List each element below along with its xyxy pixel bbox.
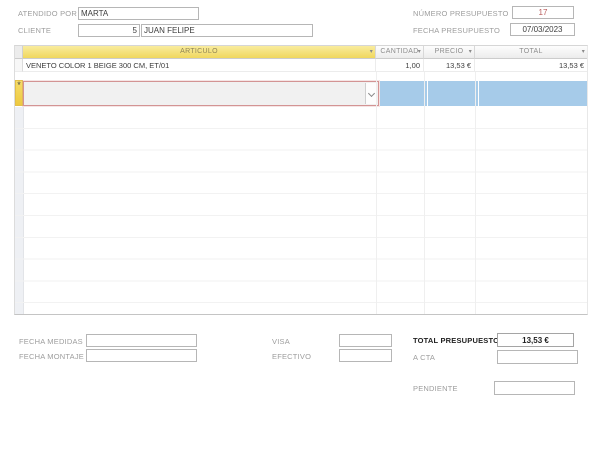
column-divider (475, 72, 476, 314)
efectivo-label: EFECTIVO (272, 352, 312, 361)
total-presupuesto-label: TOTAL PRESUPUESTO (413, 336, 500, 345)
column-divider (424, 72, 425, 314)
chevron-down-icon (367, 89, 376, 98)
cliente-label: CLIENTE (18, 26, 52, 35)
column-header-cantidad-label: CANTIDAD (380, 48, 419, 55)
fecha-montaje-label: FECHA MONTAJE (19, 352, 84, 361)
a-cta-input[interactable] (497, 350, 578, 364)
column-header-precio[interactable]: PRECIO ▾ (424, 46, 475, 59)
cell-cantidad[interactable]: 1,00 (376, 59, 424, 72)
column-header-cantidad[interactable]: CANTIDAD ▾ (376, 46, 424, 59)
dropdown-arrow-icon[interactable]: ▾ (417, 49, 421, 55)
numero-presupuesto-input[interactable] (512, 6, 574, 19)
fecha-presupuesto-label: FECHA PRESUPUESTO (413, 26, 501, 35)
fecha-montaje-input[interactable] (86, 349, 197, 362)
new-record-marker: * (17, 80, 21, 90)
combo-dropdown-button[interactable] (365, 83, 377, 104)
new-cell-total[interactable] (479, 81, 587, 106)
fecha-presupuesto-input[interactable] (510, 23, 575, 36)
efectivo-input[interactable] (339, 349, 392, 362)
atendido-por-input[interactable] (78, 7, 199, 20)
record-selector-header (15, 46, 23, 59)
a-cta-label: A CTA (413, 353, 436, 362)
new-record-selector[interactable]: * (15, 80, 23, 106)
pendiente-input[interactable] (494, 381, 575, 395)
cliente-id-input[interactable] (78, 24, 140, 37)
column-divider (376, 72, 377, 314)
record-selector[interactable] (15, 59, 23, 72)
visa-label: VISA (272, 337, 290, 346)
cliente-nombre-input[interactable] (141, 24, 313, 37)
articulos-datasheet: ARTICULO ▾ CANTIDAD ▾ PRECIO ▾ TOTAL ▾ V… (14, 45, 588, 315)
dropdown-arrow-icon[interactable]: ▾ (581, 49, 585, 55)
dropdown-arrow-icon[interactable]: ▾ (468, 49, 472, 55)
fecha-medidas-input[interactable] (86, 334, 197, 347)
fecha-medidas-label: FECHA MEDIDAS (19, 337, 83, 346)
new-cell-precio[interactable] (428, 81, 478, 106)
cell-articulo[interactable]: VENETO COLOR 1 BEIGE 300 CM, ET/01 (23, 59, 376, 72)
new-cell-cantidad[interactable] (380, 81, 427, 106)
numero-presupuesto-label: NÚMERO PRESUPUESTO (413, 9, 509, 18)
atendido-por-label: ATENDIDO POR (18, 9, 77, 18)
column-header-total[interactable]: TOTAL ▾ (475, 46, 587, 59)
column-header-articulo-label: ARTICULO (180, 48, 218, 55)
empty-grid-rows (15, 107, 587, 315)
column-header-total-label: TOTAL (519, 48, 543, 55)
column-header-precio-label: PRECIO (434, 48, 464, 55)
visa-input[interactable] (339, 334, 392, 347)
pendiente-label: PENDIENTE (413, 384, 458, 393)
total-presupuesto-input[interactable] (497, 333, 574, 347)
dropdown-arrow-icon[interactable]: ▾ (369, 49, 373, 55)
articulo-combobox[interactable] (23, 81, 379, 106)
cell-precio[interactable]: 13,53 € (424, 59, 475, 72)
cell-total[interactable]: 13,53 € (475, 59, 587, 72)
column-header-articulo[interactable]: ARTICULO ▾ (23, 46, 376, 59)
